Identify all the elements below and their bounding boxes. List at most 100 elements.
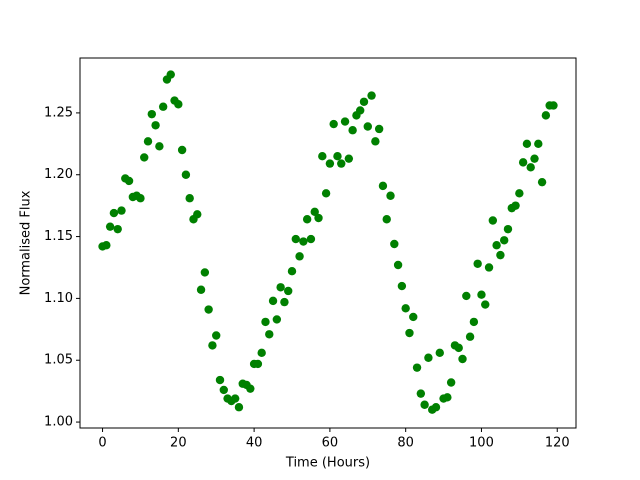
data-point bbox=[215, 375, 225, 385]
data-point bbox=[310, 207, 319, 217]
data-point bbox=[518, 158, 528, 167]
data-point bbox=[105, 222, 115, 231]
data-point bbox=[302, 215, 312, 224]
data-point bbox=[386, 191, 395, 200]
data-point bbox=[420, 400, 429, 409]
data-point bbox=[492, 241, 501, 250]
data-point bbox=[340, 117, 350, 126]
data-point bbox=[526, 163, 535, 172]
data-point bbox=[499, 236, 509, 245]
data-point bbox=[522, 139, 532, 149]
data-point bbox=[390, 239, 399, 249]
data-point bbox=[287, 266, 297, 276]
data-point bbox=[488, 216, 498, 225]
data-point bbox=[143, 137, 153, 146]
data-point bbox=[344, 154, 354, 163]
data-point bbox=[253, 359, 263, 369]
data-point bbox=[299, 237, 308, 246]
data-point bbox=[321, 189, 331, 198]
data-point bbox=[257, 348, 266, 358]
data-point bbox=[272, 315, 282, 324]
data-point bbox=[511, 201, 520, 210]
x-tick-label: 120 bbox=[545, 436, 570, 451]
data-point bbox=[530, 154, 539, 163]
data-point bbox=[306, 234, 316, 244]
data-point bbox=[193, 210, 202, 219]
data-point bbox=[382, 215, 391, 224]
data-point bbox=[295, 252, 304, 261]
data-point bbox=[261, 317, 270, 327]
y-tick-label: 1.10 bbox=[44, 291, 73, 306]
data-point bbox=[219, 385, 228, 395]
x-tick-label: 40 bbox=[246, 436, 263, 451]
data-point bbox=[208, 341, 217, 350]
data-point bbox=[534, 139, 543, 149]
data-point bbox=[477, 290, 486, 299]
data-point bbox=[431, 403, 441, 412]
data-point bbox=[333, 151, 342, 161]
y-tick-label: 1.15 bbox=[44, 229, 73, 244]
data-point bbox=[348, 126, 357, 135]
data-point bbox=[284, 286, 293, 296]
data-point bbox=[374, 124, 384, 134]
data-point bbox=[393, 260, 403, 270]
x-axis-label: Time (Hours) bbox=[285, 456, 370, 471]
x-tick-label: 60 bbox=[322, 436, 339, 451]
data-point bbox=[246, 384, 255, 393]
data-point bbox=[185, 194, 194, 203]
data-point bbox=[102, 241, 111, 250]
data-point bbox=[454, 343, 463, 353]
data-point bbox=[117, 206, 126, 215]
data-point bbox=[230, 394, 240, 403]
data-point bbox=[140, 153, 149, 162]
data-point bbox=[462, 291, 471, 301]
data-point bbox=[424, 353, 433, 362]
y-tick-label: 1.00 bbox=[44, 415, 73, 430]
data-point bbox=[136, 194, 145, 203]
data-point bbox=[446, 378, 456, 387]
data-point bbox=[481, 300, 490, 309]
data-point bbox=[401, 304, 410, 313]
y-tick-label: 1.20 bbox=[44, 167, 73, 182]
data-point bbox=[503, 224, 513, 234]
data-point bbox=[276, 283, 285, 292]
data-point bbox=[363, 122, 372, 131]
plot-frame bbox=[79, 57, 577, 429]
data-point bbox=[465, 332, 475, 341]
data-point bbox=[337, 159, 346, 168]
data-point bbox=[537, 177, 547, 187]
data-point bbox=[314, 213, 323, 223]
x-tick-label: 100 bbox=[469, 436, 494, 451]
data-point bbox=[155, 142, 164, 151]
data-point bbox=[325, 159, 335, 168]
data-point bbox=[416, 389, 426, 398]
data-point bbox=[109, 208, 119, 218]
y-tick-label: 1.05 bbox=[44, 353, 73, 368]
data-point bbox=[174, 100, 183, 109]
data-point bbox=[329, 119, 338, 129]
data-point bbox=[412, 363, 422, 372]
data-point bbox=[200, 268, 210, 277]
data-point bbox=[181, 170, 191, 179]
data-point bbox=[113, 224, 122, 234]
data-point bbox=[549, 101, 558, 110]
data-point bbox=[409, 312, 418, 322]
data-point bbox=[541, 111, 551, 120]
data-point bbox=[435, 348, 444, 358]
x-tick-label: 0 bbox=[98, 436, 106, 451]
data-point bbox=[458, 354, 467, 364]
data-point bbox=[318, 151, 327, 161]
data-point bbox=[291, 234, 300, 244]
data-point bbox=[515, 189, 524, 198]
data-point bbox=[397, 281, 407, 291]
data-point bbox=[443, 393, 452, 402]
data-point bbox=[469, 317, 479, 327]
data-point bbox=[405, 328, 414, 338]
x-tick-label: 20 bbox=[170, 436, 187, 451]
data-point bbox=[147, 109, 157, 119]
data-point bbox=[124, 176, 134, 186]
data-point bbox=[212, 331, 221, 340]
data-point bbox=[151, 121, 160, 130]
data-point bbox=[367, 91, 376, 100]
